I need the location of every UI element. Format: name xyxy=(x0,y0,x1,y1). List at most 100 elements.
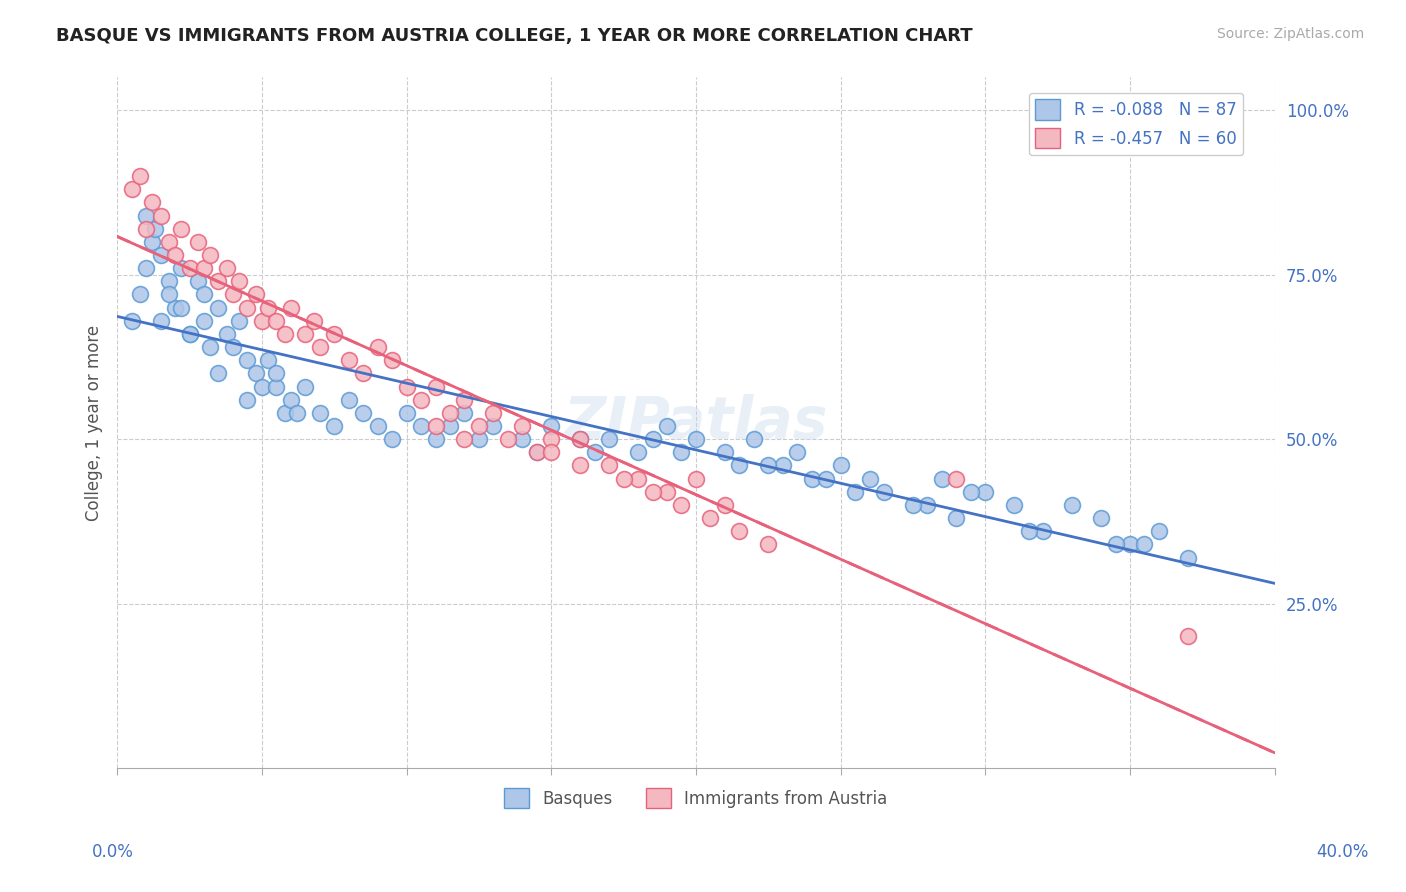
Point xyxy=(1119,537,1142,551)
Point xyxy=(266,367,288,381)
Point xyxy=(308,340,330,354)
Point xyxy=(135,261,157,276)
Point xyxy=(1090,511,1112,525)
Point xyxy=(129,169,152,183)
Point xyxy=(179,326,201,341)
Point xyxy=(149,209,172,223)
Point xyxy=(960,484,983,499)
Point xyxy=(598,458,620,473)
Point xyxy=(858,472,880,486)
Point xyxy=(453,432,475,446)
Point xyxy=(728,458,751,473)
Point xyxy=(627,445,650,459)
Point xyxy=(170,261,193,276)
Point xyxy=(352,406,374,420)
Point xyxy=(143,221,166,235)
Point xyxy=(786,445,808,459)
Point xyxy=(641,432,664,446)
Point xyxy=(1177,550,1199,565)
Point xyxy=(395,406,418,420)
Point xyxy=(302,314,325,328)
Point xyxy=(830,458,852,473)
Point xyxy=(540,432,562,446)
Point xyxy=(256,301,278,315)
Point xyxy=(198,248,221,262)
Point xyxy=(439,419,461,434)
Point xyxy=(157,274,180,288)
Point xyxy=(193,314,215,328)
Point xyxy=(699,511,721,525)
Point xyxy=(170,301,193,315)
Point xyxy=(222,340,245,354)
Point xyxy=(228,314,250,328)
Point xyxy=(1062,498,1084,512)
Point xyxy=(245,287,267,301)
Point xyxy=(323,419,346,434)
Text: Source: ZipAtlas.com: Source: ZipAtlas.com xyxy=(1216,27,1364,41)
Point xyxy=(395,379,418,393)
Point xyxy=(613,472,636,486)
Point xyxy=(526,445,548,459)
Point xyxy=(198,340,221,354)
Point xyxy=(236,392,259,407)
Point xyxy=(496,432,519,446)
Point xyxy=(266,314,288,328)
Point xyxy=(974,484,997,499)
Point xyxy=(157,287,180,301)
Point xyxy=(453,392,475,407)
Point xyxy=(367,340,389,354)
Point xyxy=(250,379,273,393)
Point xyxy=(756,537,779,551)
Point xyxy=(439,406,461,420)
Text: ZIPatlas: ZIPatlas xyxy=(564,394,828,451)
Point xyxy=(141,195,163,210)
Point xyxy=(569,458,592,473)
Point xyxy=(280,392,302,407)
Point xyxy=(217,326,239,341)
Point xyxy=(165,301,187,315)
Point xyxy=(274,406,297,420)
Point xyxy=(135,221,157,235)
Point xyxy=(222,287,245,301)
Point xyxy=(337,353,360,368)
Point xyxy=(308,406,330,420)
Point xyxy=(468,419,491,434)
Point xyxy=(425,379,447,393)
Point xyxy=(742,432,765,446)
Point xyxy=(425,432,447,446)
Point xyxy=(141,235,163,249)
Point xyxy=(569,432,592,446)
Text: 0.0%: 0.0% xyxy=(91,843,134,861)
Point xyxy=(280,301,302,315)
Point xyxy=(1133,537,1156,551)
Point xyxy=(294,326,316,341)
Point xyxy=(655,484,678,499)
Point xyxy=(945,472,967,486)
Point xyxy=(901,498,924,512)
Point xyxy=(187,274,209,288)
Point xyxy=(170,221,193,235)
Point xyxy=(337,392,360,407)
Point xyxy=(121,314,143,328)
Point xyxy=(236,301,259,315)
Point xyxy=(482,406,505,420)
Point xyxy=(1002,498,1025,512)
Point xyxy=(228,274,250,288)
Point xyxy=(409,392,432,407)
Text: 40.0%: 40.0% xyxy=(1316,843,1369,861)
Point xyxy=(294,379,316,393)
Point xyxy=(274,326,297,341)
Point xyxy=(540,445,562,459)
Point xyxy=(482,419,505,434)
Point xyxy=(685,472,707,486)
Point xyxy=(135,209,157,223)
Point xyxy=(931,472,953,486)
Point xyxy=(685,432,707,446)
Point xyxy=(193,287,215,301)
Point xyxy=(352,367,374,381)
Point xyxy=(381,432,404,446)
Point xyxy=(207,274,229,288)
Point xyxy=(1177,629,1199,643)
Point xyxy=(844,484,866,499)
Point xyxy=(1104,537,1126,551)
